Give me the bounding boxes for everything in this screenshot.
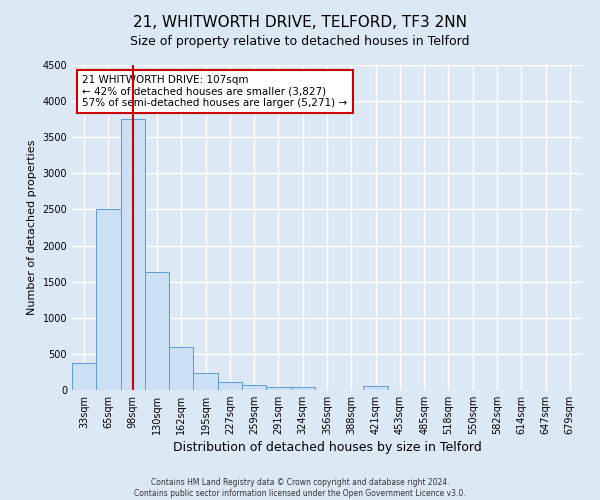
X-axis label: Distribution of detached houses by size in Telford: Distribution of detached houses by size … [173,442,481,454]
Text: 21, WHITWORTH DRIVE, TELFORD, TF3 2NN: 21, WHITWORTH DRIVE, TELFORD, TF3 2NN [133,15,467,30]
Bar [364,386,388,390]
Bar [218,382,242,390]
Bar [242,386,266,390]
Bar [266,387,290,390]
Text: Size of property relative to detached houses in Telford: Size of property relative to detached ho… [130,35,470,48]
Bar [169,348,193,390]
Bar [121,119,145,390]
Y-axis label: Number of detached properties: Number of detached properties [27,140,37,315]
Bar [72,364,96,390]
Bar [193,373,218,390]
Text: Contains HM Land Registry data © Crown copyright and database right 2024.
Contai: Contains HM Land Registry data © Crown c… [134,478,466,498]
Bar [145,272,169,390]
Bar [96,210,121,390]
Bar [290,388,315,390]
Text: 21 WHITWORTH DRIVE: 107sqm
← 42% of detached houses are smaller (3,827)
57% of s: 21 WHITWORTH DRIVE: 107sqm ← 42% of deta… [82,74,347,108]
